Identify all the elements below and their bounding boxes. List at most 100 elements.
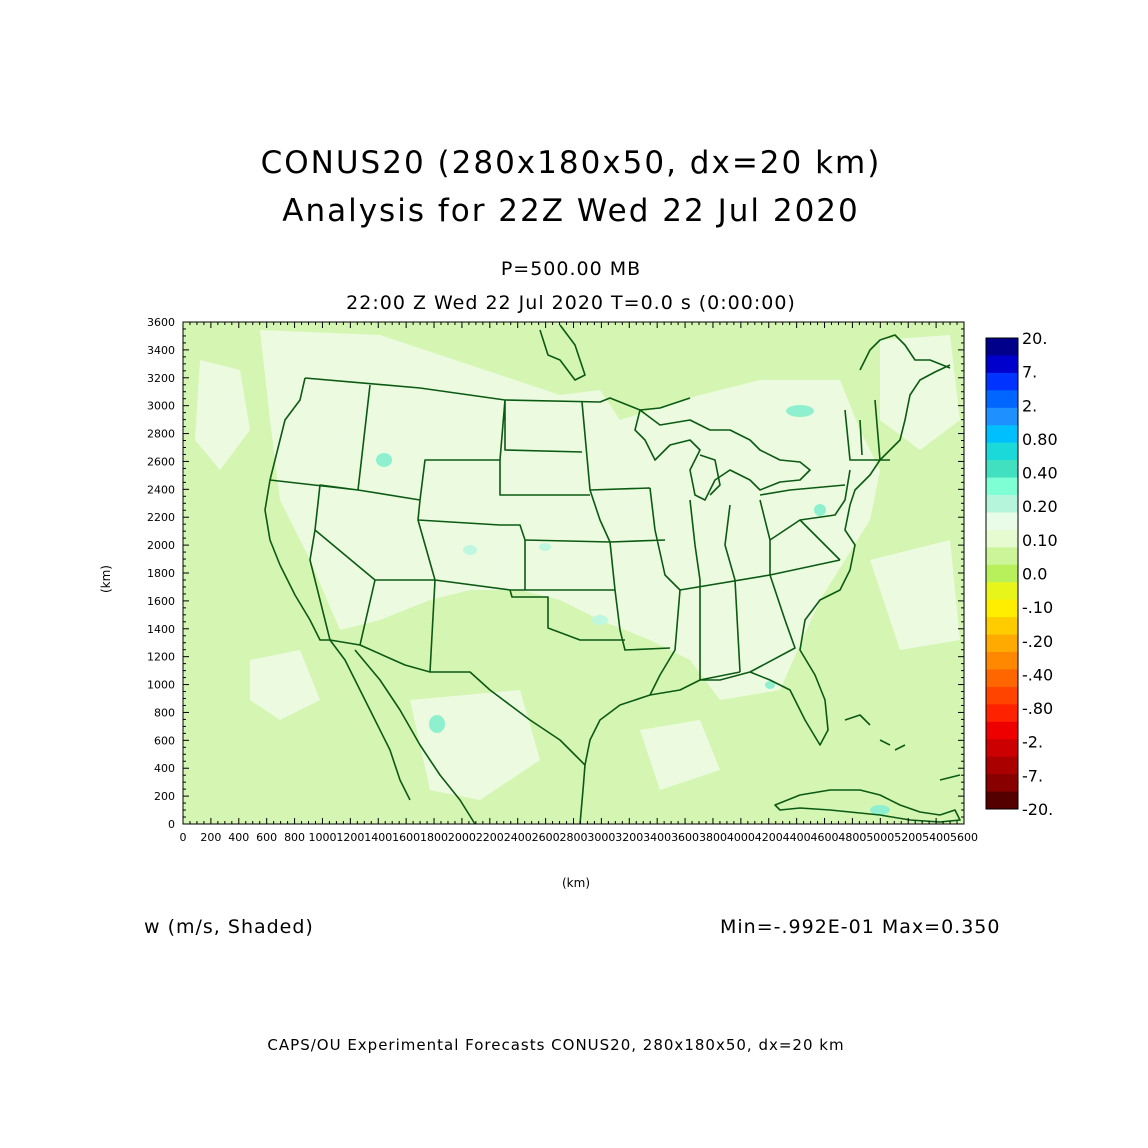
colorbar-label: -.10: [1022, 598, 1053, 617]
x-tick-label: 2400: [504, 831, 532, 844]
y-tick-label: 0: [168, 818, 175, 831]
x-axis: 0 200 400 600 800 1000 1200 1400 1600 1800 2000 220…: [180, 322, 978, 844]
colorbar-swatch: [986, 582, 1018, 601]
x-tick-label: 1000: [308, 831, 336, 844]
colorbar-swatch: [986, 634, 1018, 653]
colorbar-label: 0.0: [1022, 565, 1047, 584]
colorbar-label: -20.: [1022, 800, 1053, 819]
colorbar-swatch: [986, 686, 1018, 705]
y-tick-label: 2000: [147, 539, 175, 552]
colorbar-frame: [985, 337, 1019, 810]
colorbar-swatch: [986, 791, 1018, 810]
colorbar-swatch: [986, 617, 1018, 636]
y-tick-label: 3600: [147, 316, 175, 329]
colorbar-swatch: [986, 407, 1018, 426]
x-tick-label: 600: [256, 831, 277, 844]
colorbar-swatch: [986, 460, 1018, 479]
x-tick-label: 2800: [560, 831, 588, 844]
y-tick-label: 2200: [147, 511, 175, 524]
field-label: w (m/s, Shaded): [144, 916, 314, 938]
x-tick-label: 4000: [727, 831, 755, 844]
colorbar: 20. 7. 2. 0.80 0.40 0.20 0.10 0.0 -.10 -.20 -.40 -.…: [985, 329, 1058, 819]
colorbar-label: 7.: [1022, 363, 1037, 382]
colorbar-label: -7.: [1022, 766, 1043, 785]
colorbar-swatch: [986, 652, 1018, 670]
x-tick-label: 4200: [755, 831, 783, 844]
x-tick-label: 800: [284, 831, 305, 844]
y-tick-label: 200: [154, 790, 175, 803]
colorbar-swatch: [986, 599, 1018, 618]
x-tick-label: 3000: [587, 831, 615, 844]
x-tick-label: 3400: [643, 831, 671, 844]
colorbar-label: -.80: [1022, 699, 1053, 718]
x-tick-label: 4800: [838, 831, 866, 844]
colorbar-label: -.20: [1022, 632, 1053, 651]
y-tick-label: 3400: [147, 344, 175, 357]
mexico-gulf-coast: [579, 764, 586, 824]
x-tick-label: 5600: [950, 831, 978, 844]
x-tick-label: 200: [200, 831, 221, 844]
x-tick-label: 1200: [336, 831, 364, 844]
y-tick-label: 800: [154, 706, 175, 719]
colorbar-label: 2.: [1022, 396, 1037, 415]
y-tick-label: 1400: [147, 623, 175, 636]
pressure-level-label: P=500.00 MB: [500, 258, 642, 280]
colorbar-swatch: [986, 477, 1018, 496]
colorbar-swatch: [986, 721, 1018, 740]
colorbar-swatch: [986, 390, 1018, 409]
y-tick-label: 600: [154, 734, 175, 747]
colorbar-swatch: [986, 338, 1018, 356]
y-axis: 0 200 400 600 800 1000 1200 1400 1600 1800 2000 220…: [147, 316, 964, 831]
x-tick-label: 2000: [448, 831, 476, 844]
colorbar-swatch: [986, 529, 1018, 548]
colorbar-swatch: [986, 564, 1018, 583]
y-tick-label: 2400: [147, 483, 175, 496]
colorbar-swatch: [986, 442, 1018, 461]
x-tick-label: 1400: [364, 831, 392, 844]
y-tick-label: 3200: [147, 372, 175, 385]
colorbar-label: -2.: [1022, 733, 1043, 752]
colorbar-swatch: [986, 512, 1018, 531]
x-tick-label: 4400: [783, 831, 811, 844]
x-tick-label: 3800: [699, 831, 727, 844]
footer-credit: CAPS/OU Experimental Forecasts CONUS20, …: [267, 1036, 845, 1054]
x-tick-label: 2200: [476, 831, 504, 844]
x-tick-label: 0: [180, 831, 187, 844]
near-zero-shading: [195, 330, 960, 800]
colorbar-swatch: [986, 372, 1018, 391]
state-lines: [269, 384, 890, 696]
positive-w-spots: [376, 405, 890, 815]
mexico-baja-coast: [329, 639, 411, 801]
colorbar-swatch: [986, 355, 1018, 374]
colorbar-label: 0.20: [1022, 497, 1058, 516]
mexico-pacific-coast: [354, 649, 476, 824]
colorbar-label: 20.: [1022, 329, 1047, 348]
colorbar-swatch: [986, 495, 1018, 513]
colorbar-label: 0.80: [1022, 430, 1058, 449]
title-line-1: CONUS20 (280x180x50, dx=20 km): [260, 145, 882, 181]
us-mexico-border: [329, 639, 586, 766]
x-tick-label: 5200: [894, 831, 922, 844]
x-tick-label: 1600: [392, 831, 420, 844]
colorbar-swatch: [986, 547, 1018, 566]
great-lakes: [634, 409, 811, 501]
colorbar-label: 0.10: [1022, 531, 1058, 550]
x-tick-label: 3200: [615, 831, 643, 844]
y-tick-label: 2600: [147, 455, 175, 468]
colorbar-swatch: [986, 739, 1018, 758]
x-tick-label: 5400: [922, 831, 950, 844]
colorbar-label: 0.40: [1022, 464, 1058, 483]
colorbar-swatch: [986, 425, 1018, 444]
colorbar-swatch: [986, 774, 1018, 793]
colorbar-swatch: [986, 704, 1018, 723]
min-max-label: Min=-.992E-01 Max=0.350: [720, 916, 1001, 938]
y-tick-label: 2800: [147, 428, 175, 441]
y-tick-label: 1800: [147, 567, 175, 580]
x-tick-label: 2600: [532, 831, 560, 844]
x-tick-label: 1800: [420, 831, 448, 844]
x-tick-label: 3600: [671, 831, 699, 844]
colorbar-swatch: [986, 669, 1018, 688]
us-west-coast: [264, 377, 330, 641]
cuba-coast: [774, 789, 961, 823]
